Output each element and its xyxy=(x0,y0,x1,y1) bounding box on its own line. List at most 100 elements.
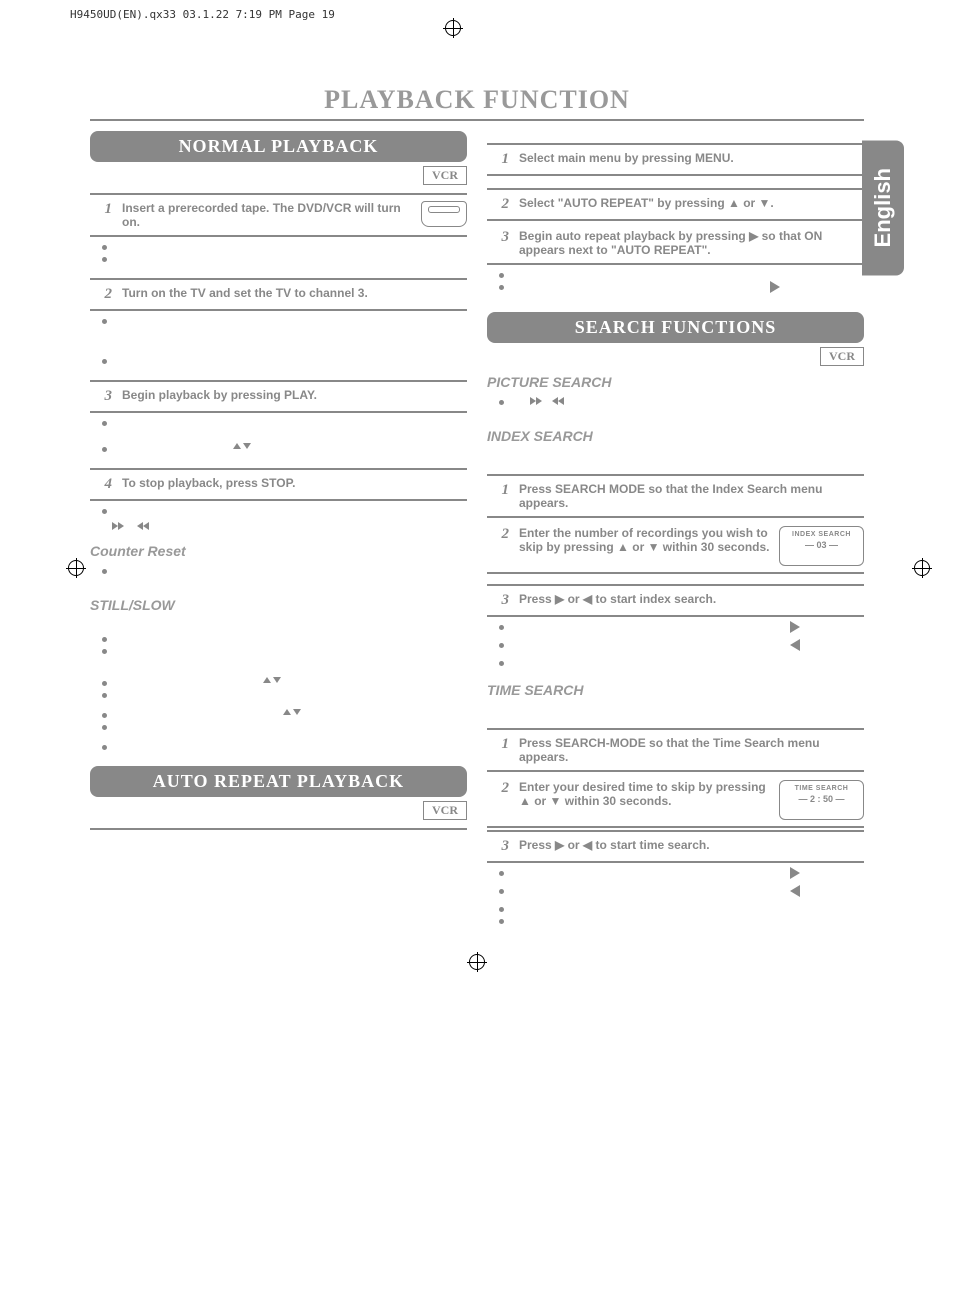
auto-repeat-header: AUTO REPEAT PLAYBACK xyxy=(90,766,467,797)
divider xyxy=(90,828,467,830)
osd-value: — 03 — xyxy=(784,540,859,550)
step-num: 1 xyxy=(487,736,509,764)
rew-icon xyxy=(552,396,564,408)
vcr-badge: VCR xyxy=(487,347,864,366)
bullet-block xyxy=(499,396,864,412)
bullet-dot xyxy=(102,245,107,250)
bullet-dot xyxy=(102,713,107,718)
picture-search-heading: PICTURE SEARCH xyxy=(487,374,864,390)
still-slow-heading: STILL/SLOW xyxy=(90,597,467,613)
bullet-dot xyxy=(499,871,504,876)
ffwd-icon xyxy=(112,517,124,535)
osd-label: TIME SEARCH xyxy=(784,785,859,792)
step: 1 Select main menu by pressing MENU. xyxy=(487,143,864,176)
down-arrow-icon xyxy=(243,443,251,449)
step-text-content: Enter the number of recordings you wish … xyxy=(519,526,769,554)
bullet-dot xyxy=(499,400,504,405)
right-arrow-icon xyxy=(790,867,800,879)
step-num: 4 xyxy=(90,476,112,493)
step-text: Select main menu by pressing MENU. xyxy=(519,151,864,168)
step: 1 Press SEARCH-MODE so that the Time Sea… xyxy=(487,728,864,772)
page-title: PLAYBACK FUNCTION xyxy=(0,85,954,115)
vcr-box: VCR xyxy=(423,801,467,820)
bullet-dot xyxy=(102,257,107,262)
step-text: Insert a prerecorded tape. The DVD/VCR w… xyxy=(122,201,467,229)
main-content: NORMAL PLAYBACK VCR 1 Insert a prerecord… xyxy=(0,121,954,980)
step: 3 Press ▶ or ◀ to start time search. xyxy=(487,830,864,863)
up-arrow-icon xyxy=(263,677,271,683)
bullet-dot xyxy=(102,569,107,574)
step-text: TIME SEARCH — 2 : 50 — Enter your desire… xyxy=(519,780,864,820)
index-search-heading: INDEX SEARCH xyxy=(487,428,864,444)
step-num: 2 xyxy=(487,526,509,566)
step: 4 To stop playback, press STOP. xyxy=(90,468,467,501)
bullet-dot xyxy=(102,649,107,654)
step-text: Begin playback by pressing PLAY. xyxy=(122,388,467,405)
bullet-dot xyxy=(102,725,107,730)
bullet xyxy=(499,281,864,296)
bullet-dot xyxy=(499,907,504,912)
left-arrow-icon xyxy=(790,885,800,897)
step-num: 1 xyxy=(487,151,509,168)
bullet-dot xyxy=(499,285,504,290)
ffwd-icon xyxy=(530,396,542,408)
bullet-block xyxy=(102,417,467,452)
step: 3 Begin playback by pressing PLAY. xyxy=(90,380,467,413)
step-text-content: Insert a prerecorded tape. The DVD/VCR w… xyxy=(122,201,401,229)
bullet-dot xyxy=(102,509,107,514)
step: 2 TIME SEARCH — 2 : 50 — Enter your desi… xyxy=(487,774,864,828)
bullet-dot xyxy=(102,319,107,324)
bullet-block xyxy=(102,315,467,364)
bullet-dot xyxy=(102,421,107,426)
registration-mark-top xyxy=(445,20,461,36)
bullet-dot xyxy=(102,637,107,642)
step-num: 3 xyxy=(90,388,112,405)
bullet-block xyxy=(102,241,467,262)
step-num: 3 xyxy=(487,838,509,855)
step: 2 INDEX SEARCH — 03 — Enter the number o… xyxy=(487,520,864,574)
bullet xyxy=(102,645,467,654)
bullet xyxy=(102,315,467,324)
language-tab: English xyxy=(862,140,904,275)
bullet xyxy=(499,903,864,912)
step: 1 Press SEARCH MODE so that the Index Se… xyxy=(487,474,864,518)
bullet-dot xyxy=(102,359,107,364)
osd-time-box: TIME SEARCH — 2 : 50 — xyxy=(779,780,864,820)
bullet-dot xyxy=(499,919,504,924)
bullet xyxy=(499,885,864,900)
vcr-badge: VCR xyxy=(90,166,467,185)
left-column: NORMAL PLAYBACK VCR 1 Insert a prerecord… xyxy=(90,131,467,940)
bullet xyxy=(102,443,467,452)
bullet xyxy=(102,505,467,514)
bullet xyxy=(102,633,467,642)
step-text: INDEX SEARCH — 03 — Enter the number of … xyxy=(519,526,864,566)
bullet xyxy=(102,241,467,250)
vcr-box: VCR xyxy=(423,166,467,185)
bullet-block xyxy=(102,619,467,750)
bullet-dot xyxy=(499,661,504,666)
left-arrow-icon xyxy=(790,639,800,651)
bullet xyxy=(499,269,864,278)
step: 2 Select "AUTO REPEAT" by pressing ▲ or … xyxy=(487,188,864,221)
bullet-block xyxy=(102,505,467,535)
play-icon xyxy=(770,281,780,293)
bullet xyxy=(499,915,864,924)
bullet xyxy=(102,253,467,262)
step-num: 1 xyxy=(487,482,509,510)
step-text: To stop playback, press STOP. xyxy=(122,476,467,493)
osd-label: INDEX SEARCH xyxy=(784,531,859,538)
bullet xyxy=(499,621,864,636)
counter-reset-heading: Counter Reset xyxy=(90,543,467,559)
right-arrow-icon xyxy=(790,621,800,633)
step: 3 Press ▶ or ◀ to start index search. xyxy=(487,584,864,617)
step-num: 3 xyxy=(487,229,509,257)
osd-index-box: INDEX SEARCH — 03 — xyxy=(779,526,864,566)
bullet-dot xyxy=(499,625,504,630)
bullet xyxy=(102,677,467,686)
step-text: Press ▶ or ◀ to start time search. xyxy=(519,838,864,855)
bullet xyxy=(499,867,864,882)
osd-value: — 2 : 50 — xyxy=(784,794,859,804)
registration-mark-right xyxy=(914,560,930,576)
bullet-dot xyxy=(499,889,504,894)
bullet xyxy=(102,355,467,364)
